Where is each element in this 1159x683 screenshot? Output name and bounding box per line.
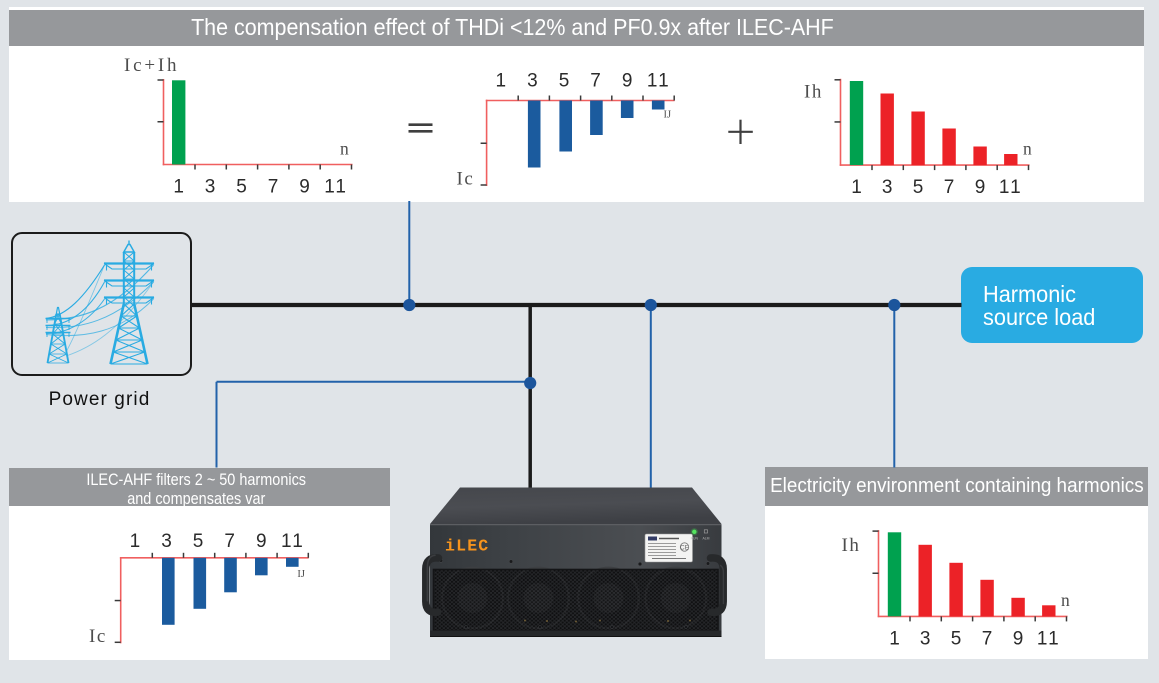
svg-text:3: 3: [205, 177, 216, 198]
svg-text:Ic: Ic: [457, 169, 475, 190]
svg-text:11: 11: [999, 177, 1023, 198]
svg-text:Ic: Ic: [89, 626, 107, 647]
svg-text:11: 11: [1037, 628, 1061, 649]
svg-text:9: 9: [975, 177, 986, 198]
svg-text:11: 11: [324, 177, 348, 198]
svg-text:1: 1: [851, 177, 862, 198]
svg-text:5: 5: [913, 177, 924, 198]
svg-text:Ih: Ih: [842, 535, 861, 556]
svg-text:7: 7: [944, 177, 955, 198]
svg-text:3: 3: [920, 628, 931, 649]
svg-text:9: 9: [622, 71, 633, 92]
svg-text:7: 7: [590, 71, 601, 92]
svg-text:1: 1: [130, 531, 141, 552]
svg-text:iLEC: iLEC: [445, 537, 489, 556]
svg-text:3: 3: [527, 71, 538, 92]
svg-text:1: 1: [173, 177, 184, 198]
svg-text:11: 11: [647, 71, 671, 92]
svg-text:5: 5: [559, 71, 570, 92]
svg-text:3: 3: [161, 531, 172, 552]
svg-text:RUN: RUN: [691, 537, 699, 541]
svg-text:9: 9: [299, 177, 310, 198]
svg-text:IJ: IJ: [297, 569, 305, 580]
svg-text:Ih: Ih: [804, 82, 823, 103]
svg-text:11: 11: [281, 531, 305, 552]
svg-text:5: 5: [236, 177, 247, 198]
svg-text:n: n: [1061, 590, 1070, 610]
svg-text:5: 5: [951, 628, 962, 649]
svg-text:7: 7: [224, 531, 235, 552]
svg-text:9: 9: [1013, 628, 1024, 649]
svg-text:n: n: [1023, 139, 1032, 159]
svg-text:9: 9: [256, 531, 267, 552]
svg-text:IJ: IJ: [664, 110, 672, 121]
svg-text:Ic+Ih: Ic+Ih: [124, 55, 179, 76]
svg-text:CE: CE: [680, 545, 690, 552]
svg-text:7: 7: [982, 628, 993, 649]
svg-text:3: 3: [882, 177, 893, 198]
svg-text:ALM: ALM: [703, 537, 710, 541]
svg-text:1: 1: [496, 71, 507, 92]
svg-text:7: 7: [268, 177, 279, 198]
svg-text:1: 1: [889, 628, 900, 649]
svg-text:5: 5: [193, 531, 204, 552]
svg-text:n: n: [340, 139, 349, 159]
